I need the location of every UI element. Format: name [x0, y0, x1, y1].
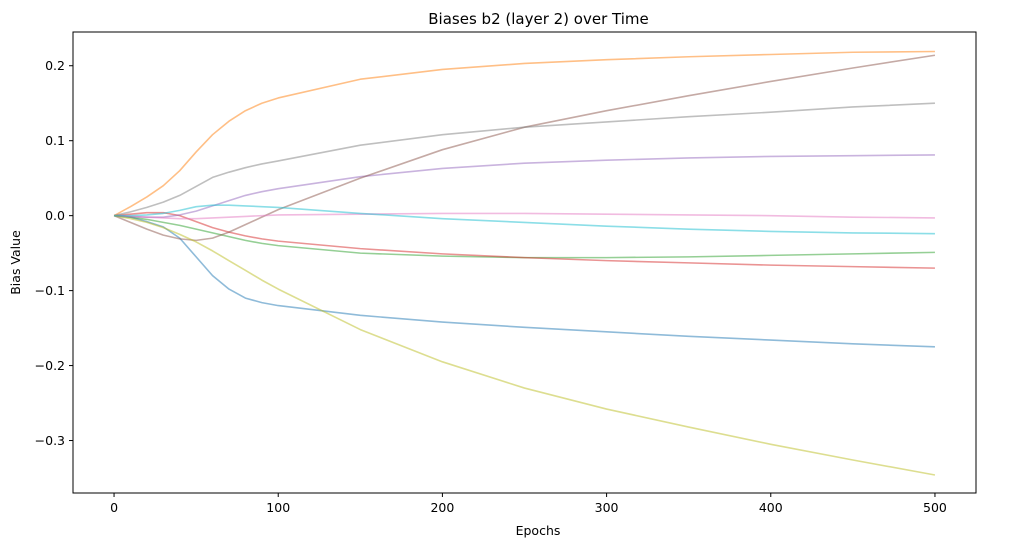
x-tick-label: 100	[266, 500, 290, 515]
x-axis-title: Epochs	[516, 523, 561, 538]
x-tick-label: 400	[759, 500, 783, 515]
y-tick-label: 0.0	[45, 208, 65, 223]
series-line-7	[114, 212, 935, 220]
y-tick-label: −0.3	[35, 433, 65, 448]
series-line-6	[113, 54, 936, 242]
y-tick-label: 0.1	[45, 133, 65, 148]
plot-frame	[72, 31, 977, 494]
y-tick-label: −0.2	[35, 358, 65, 373]
x-axis: 0 100 200 300 400 500	[110, 493, 947, 515]
x-tick-label: 0	[110, 500, 118, 515]
y-tick-label: −0.1	[35, 283, 65, 298]
plot-lines	[113, 50, 936, 476]
series-line-10	[114, 204, 935, 235]
chart-title: Biases b2 (layer 2) over Time	[428, 10, 648, 28]
y-axis: −0.3 −0.2 −0.1 0.0 0.1 0.2	[35, 58, 73, 448]
x-tick-label: 300	[595, 500, 619, 515]
series-line-3	[113, 214, 935, 259]
x-tick-label: 500	[923, 500, 947, 515]
series-line-2	[113, 50, 935, 217]
x-tick-label: 200	[430, 500, 454, 515]
series-line-8	[113, 102, 935, 217]
y-axis-title: Bias Value	[8, 230, 23, 295]
series-line-9	[113, 214, 936, 476]
y-tick-label: 0.2	[45, 58, 65, 73]
